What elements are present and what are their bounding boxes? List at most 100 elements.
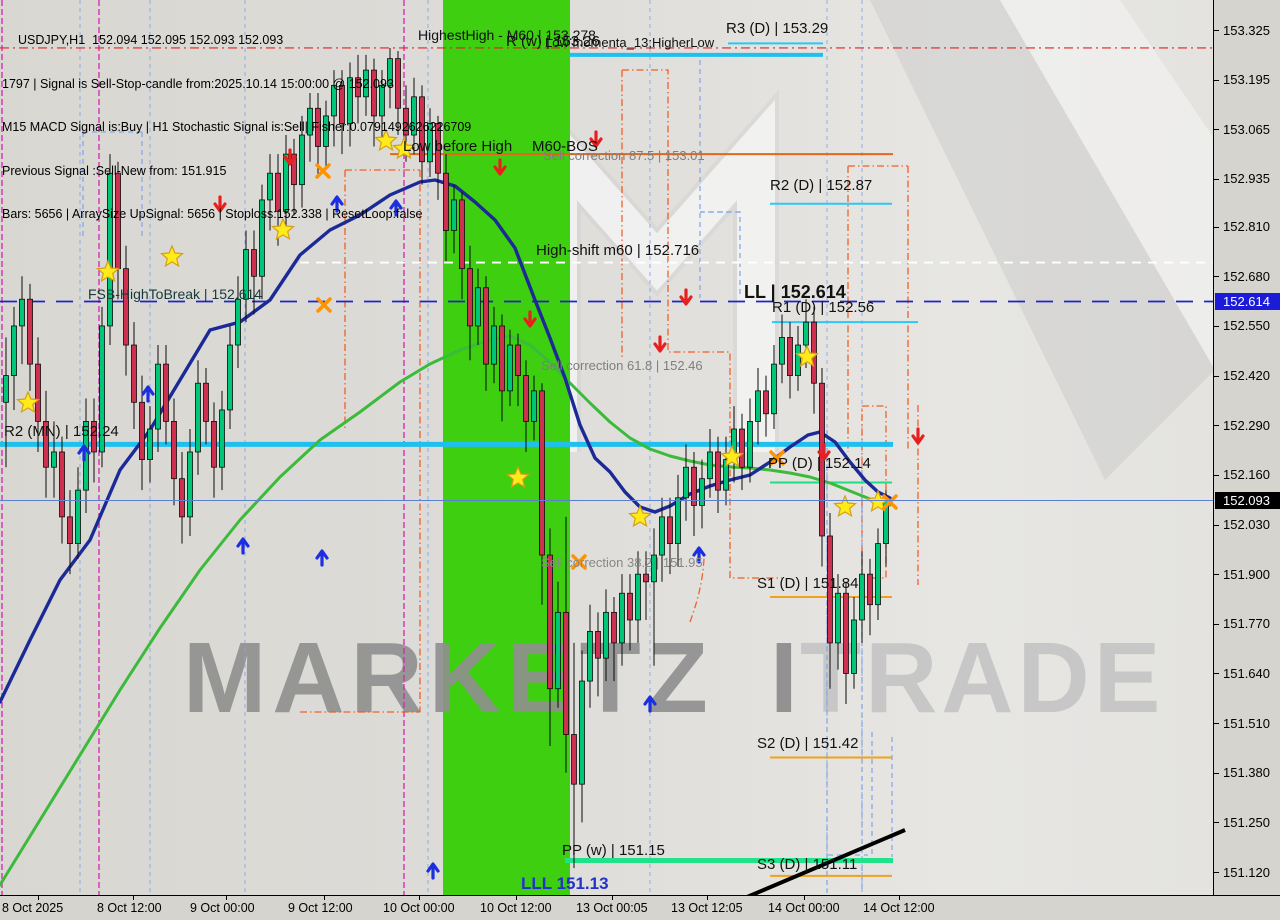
time-axis[interactable]: 8 Oct 2025 8 Oct 12:00 9 Oct 00:00 9 Oct 12… bbox=[0, 895, 1280, 920]
candle-up bbox=[707, 451, 713, 480]
candle-up bbox=[267, 172, 273, 201]
star-signal-icon bbox=[832, 494, 858, 518]
candle-down bbox=[483, 287, 489, 365]
candle-up bbox=[99, 325, 105, 453]
down-arrow-signal-icon bbox=[911, 427, 925, 445]
candle-down bbox=[763, 390, 769, 415]
candle-up bbox=[427, 123, 433, 163]
price-tick-mark bbox=[1214, 623, 1219, 625]
candle-down bbox=[571, 734, 577, 785]
x-signal-icon bbox=[315, 163, 331, 179]
candle-down bbox=[339, 84, 345, 124]
trendline[interactable] bbox=[740, 828, 906, 895]
candle-up bbox=[307, 107, 313, 136]
bars-stoploss-line: Bars: 5656 | ArraySize UpSignal: 5656 | … bbox=[2, 207, 423, 221]
candle-up bbox=[555, 611, 561, 690]
up-arrow-signal-icon bbox=[426, 862, 440, 880]
candle-down bbox=[203, 382, 209, 422]
price-tick-label: 151.510 bbox=[1223, 715, 1270, 731]
price-tick-label: 153.325 bbox=[1223, 22, 1270, 38]
time-tick-mark bbox=[707, 896, 708, 900]
price-tick-label: 151.380 bbox=[1223, 765, 1270, 781]
candle-down bbox=[643, 573, 649, 583]
candle-down bbox=[739, 428, 745, 468]
candle-up bbox=[747, 421, 753, 468]
signal-line: 1797 | Signal is Sell-Stop-candle from:2… bbox=[2, 76, 394, 91]
fractal-channels bbox=[82, 60, 919, 893]
price-tick-mark bbox=[1214, 425, 1219, 427]
candle-up bbox=[451, 199, 457, 231]
price-tick-label: 152.160 bbox=[1223, 467, 1270, 483]
up-arrow-signal-icon bbox=[692, 546, 706, 564]
candle-down bbox=[291, 153, 297, 186]
candle-down bbox=[667, 516, 673, 545]
candle-down bbox=[171, 421, 177, 480]
price-tick-label: 152.550 bbox=[1223, 318, 1270, 334]
candle-down bbox=[547, 554, 553, 690]
time-tick-mark bbox=[38, 896, 39, 900]
price-tick-label: 151.250 bbox=[1223, 814, 1270, 830]
candle-up bbox=[347, 77, 353, 124]
price-badge: 152.093 bbox=[1215, 491, 1280, 509]
price-tick-label: 151.900 bbox=[1223, 566, 1270, 582]
down-arrow-signal-icon bbox=[283, 148, 297, 166]
price-tick-mark bbox=[1214, 276, 1219, 278]
candle-up bbox=[795, 344, 801, 376]
time-tick-label: 13 Oct 00:05 bbox=[576, 901, 648, 915]
down-arrow-signal-icon bbox=[589, 130, 603, 148]
candle-down bbox=[435, 123, 441, 174]
candle-up bbox=[323, 115, 329, 147]
price-axis[interactable]: 153.325 153.195 153.065 152.935 152.810 152.6… bbox=[1213, 0, 1280, 895]
price-tick-label: 152.680 bbox=[1223, 268, 1270, 284]
indicator-signal-line: M15 MACD Signal is:Buy | H1 Stochastic S… bbox=[2, 120, 472, 134]
price-tick-mark bbox=[1214, 325, 1219, 327]
x-signal-icon bbox=[882, 494, 898, 510]
candle-up bbox=[19, 298, 25, 327]
candle-down bbox=[715, 451, 721, 491]
candle-down bbox=[691, 466, 697, 506]
candle-up bbox=[363, 69, 369, 98]
candle-up bbox=[3, 375, 9, 403]
star-signal-icon bbox=[627, 504, 653, 528]
svg-text:MARKETZ: MARKETZ bbox=[183, 622, 714, 734]
up-arrow-signal-icon bbox=[330, 195, 344, 213]
up-arrow-signal-icon bbox=[236, 537, 250, 555]
up-arrow-signal-icon bbox=[315, 549, 329, 567]
time-tick-mark bbox=[516, 896, 517, 900]
chart-info-panel: USDJPY,H1 152.094 152.095 152.093 152.09… bbox=[2, 4, 471, 251]
ma-slow-line bbox=[0, 334, 892, 887]
candle-up bbox=[387, 58, 393, 86]
time-tick-label: 10 Oct 12:00 bbox=[480, 901, 552, 915]
candle-up bbox=[299, 134, 305, 186]
candle-up bbox=[683, 466, 689, 499]
moving-averages bbox=[0, 178, 892, 887]
svg-text:I: I bbox=[770, 622, 798, 734]
chart-plot-area[interactable]: MARKETZ I TRADE bbox=[0, 0, 1213, 895]
candle-up bbox=[875, 543, 881, 606]
candle-down bbox=[131, 344, 137, 403]
candle-down bbox=[515, 344, 521, 376]
candle-down bbox=[275, 172, 281, 212]
candle-down bbox=[35, 363, 41, 422]
down-arrow-signal-icon bbox=[679, 288, 693, 306]
candle-down bbox=[467, 268, 473, 327]
time-tick-label: 13 Oct 12:05 bbox=[671, 901, 743, 915]
candle-down bbox=[315, 107, 321, 147]
candle-down bbox=[211, 421, 217, 468]
price-tick-mark bbox=[1214, 375, 1219, 377]
price-tick-mark bbox=[1214, 226, 1219, 228]
candle-down bbox=[371, 69, 377, 117]
candle-up bbox=[771, 363, 777, 415]
candle-up bbox=[243, 249, 249, 300]
candle-up bbox=[619, 592, 625, 644]
x-signal-icon bbox=[769, 450, 785, 466]
star-signal-icon bbox=[391, 136, 417, 160]
star-signal-icon bbox=[794, 344, 820, 368]
price-tick-mark bbox=[1214, 822, 1219, 824]
star-signal-icon bbox=[373, 128, 399, 152]
chart-canvas[interactable]: MARKETZ I TRADE bbox=[0, 0, 1213, 895]
candle-up bbox=[195, 382, 201, 453]
star-signal-icon bbox=[270, 217, 296, 241]
candle-down bbox=[67, 516, 73, 545]
ma-fast-line bbox=[0, 178, 892, 704]
